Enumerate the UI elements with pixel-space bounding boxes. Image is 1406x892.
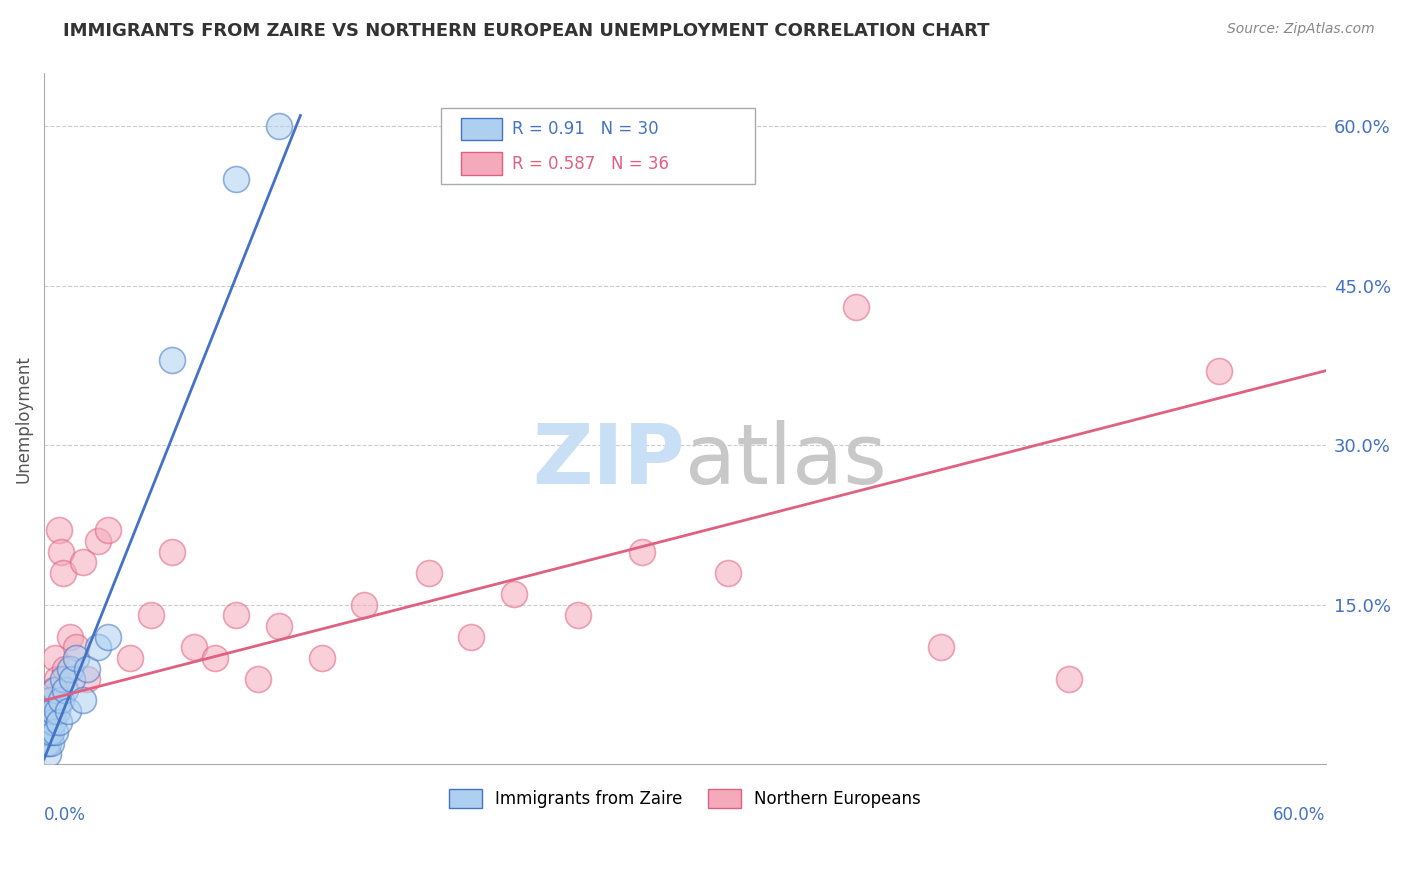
Point bbox=[35, 714, 58, 729]
Point bbox=[65, 640, 87, 655]
Point bbox=[86, 533, 108, 548]
Point bbox=[48, 524, 70, 538]
Point bbox=[118, 651, 141, 665]
Point bbox=[929, 640, 952, 655]
Point bbox=[52, 566, 75, 580]
Point bbox=[225, 172, 247, 186]
Point bbox=[41, 714, 63, 729]
Point bbox=[65, 651, 87, 665]
Text: 60.0%: 60.0% bbox=[1274, 805, 1326, 823]
Point bbox=[37, 736, 59, 750]
Point bbox=[267, 119, 290, 133]
Point bbox=[45, 672, 67, 686]
Point bbox=[418, 566, 440, 580]
Point bbox=[35, 736, 58, 750]
Point bbox=[37, 704, 59, 718]
Point bbox=[60, 672, 83, 686]
Text: ZIP: ZIP bbox=[533, 419, 685, 500]
Point bbox=[97, 630, 120, 644]
Point bbox=[48, 714, 70, 729]
Point bbox=[139, 608, 162, 623]
Point bbox=[311, 651, 333, 665]
Point bbox=[55, 661, 77, 675]
Point bbox=[267, 619, 290, 633]
Text: IMMIGRANTS FROM ZAIRE VS NORTHERN EUROPEAN UNEMPLOYMENT CORRELATION CHART: IMMIGRANTS FROM ZAIRE VS NORTHERN EUROPE… bbox=[63, 22, 990, 40]
Point bbox=[59, 630, 82, 644]
Point bbox=[845, 300, 868, 314]
Point bbox=[72, 555, 94, 569]
FancyBboxPatch shape bbox=[461, 153, 502, 175]
Text: Source: ZipAtlas.com: Source: ZipAtlas.com bbox=[1227, 22, 1375, 37]
Point bbox=[567, 608, 589, 623]
Point bbox=[44, 682, 66, 697]
Point bbox=[39, 704, 62, 718]
Point bbox=[51, 544, 73, 558]
Text: R = 0.91   N = 30: R = 0.91 N = 30 bbox=[512, 120, 658, 138]
Point bbox=[97, 524, 120, 538]
Y-axis label: Unemployment: Unemployment bbox=[15, 355, 32, 483]
Point bbox=[72, 693, 94, 707]
Point bbox=[162, 353, 184, 368]
Point bbox=[631, 544, 654, 558]
Point bbox=[35, 714, 58, 729]
Point bbox=[41, 682, 63, 697]
Text: atlas: atlas bbox=[685, 419, 887, 500]
Point bbox=[37, 747, 59, 761]
Point bbox=[460, 630, 482, 644]
Point bbox=[716, 566, 738, 580]
Point bbox=[59, 661, 82, 675]
Point bbox=[162, 544, 184, 558]
Point bbox=[76, 672, 98, 686]
Point bbox=[39, 736, 62, 750]
Point bbox=[37, 725, 59, 739]
Point bbox=[55, 682, 77, 697]
Point bbox=[39, 693, 62, 707]
Point bbox=[86, 640, 108, 655]
Point bbox=[183, 640, 205, 655]
Point bbox=[35, 725, 58, 739]
Point bbox=[204, 651, 226, 665]
Point bbox=[37, 693, 59, 707]
Point bbox=[44, 725, 66, 739]
Text: 0.0%: 0.0% bbox=[44, 805, 86, 823]
Text: R = 0.587   N = 36: R = 0.587 N = 36 bbox=[512, 154, 669, 172]
Legend: Immigrants from Zaire, Northern Europeans: Immigrants from Zaire, Northern European… bbox=[441, 782, 928, 814]
Point bbox=[44, 651, 66, 665]
Point bbox=[503, 587, 526, 601]
Point bbox=[52, 672, 75, 686]
FancyBboxPatch shape bbox=[441, 108, 755, 184]
FancyBboxPatch shape bbox=[461, 118, 502, 140]
Point bbox=[353, 598, 375, 612]
Point bbox=[225, 608, 247, 623]
Point bbox=[1057, 672, 1080, 686]
Point bbox=[76, 661, 98, 675]
Point bbox=[1208, 364, 1230, 378]
Point bbox=[45, 704, 67, 718]
Point bbox=[51, 693, 73, 707]
Point bbox=[41, 704, 63, 718]
Point bbox=[56, 704, 79, 718]
Point bbox=[39, 725, 62, 739]
Point bbox=[246, 672, 269, 686]
